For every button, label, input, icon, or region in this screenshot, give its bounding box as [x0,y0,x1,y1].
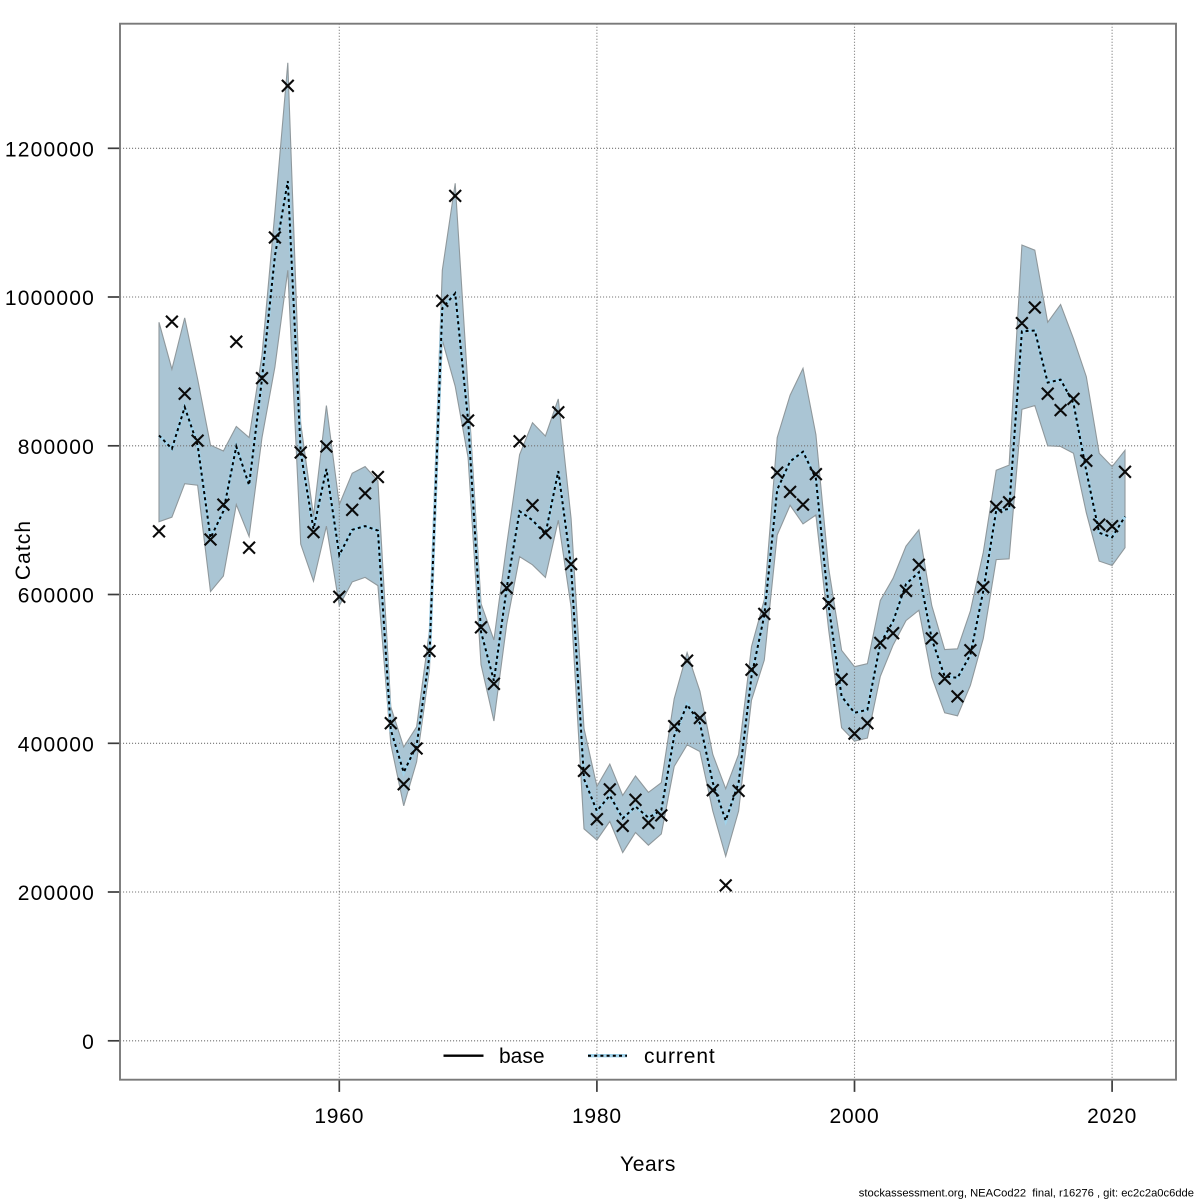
svg-text:1000000: 1000000 [5,287,95,310]
svg-text:stockassessment.org, NEACod22: stockassessment.org, NEACod22 final, r16… [859,1188,1194,1200]
svg-text:1980: 1980 [572,1105,622,1128]
svg-text:0: 0 [82,1031,95,1054]
svg-text:current: current [644,1045,716,1068]
svg-text:base: base [499,1045,545,1068]
svg-text:600000: 600000 [18,585,95,608]
svg-text:400000: 400000 [18,733,95,756]
svg-text:1200000: 1200000 [5,138,95,161]
svg-text:200000: 200000 [18,882,95,905]
svg-text:2000: 2000 [830,1105,880,1128]
svg-text:1960: 1960 [314,1105,364,1128]
svg-text:Catch: Catch [12,520,35,580]
svg-text:800000: 800000 [18,436,95,459]
svg-text:Years: Years [620,1153,676,1176]
svg-text:2020: 2020 [1087,1105,1137,1128]
